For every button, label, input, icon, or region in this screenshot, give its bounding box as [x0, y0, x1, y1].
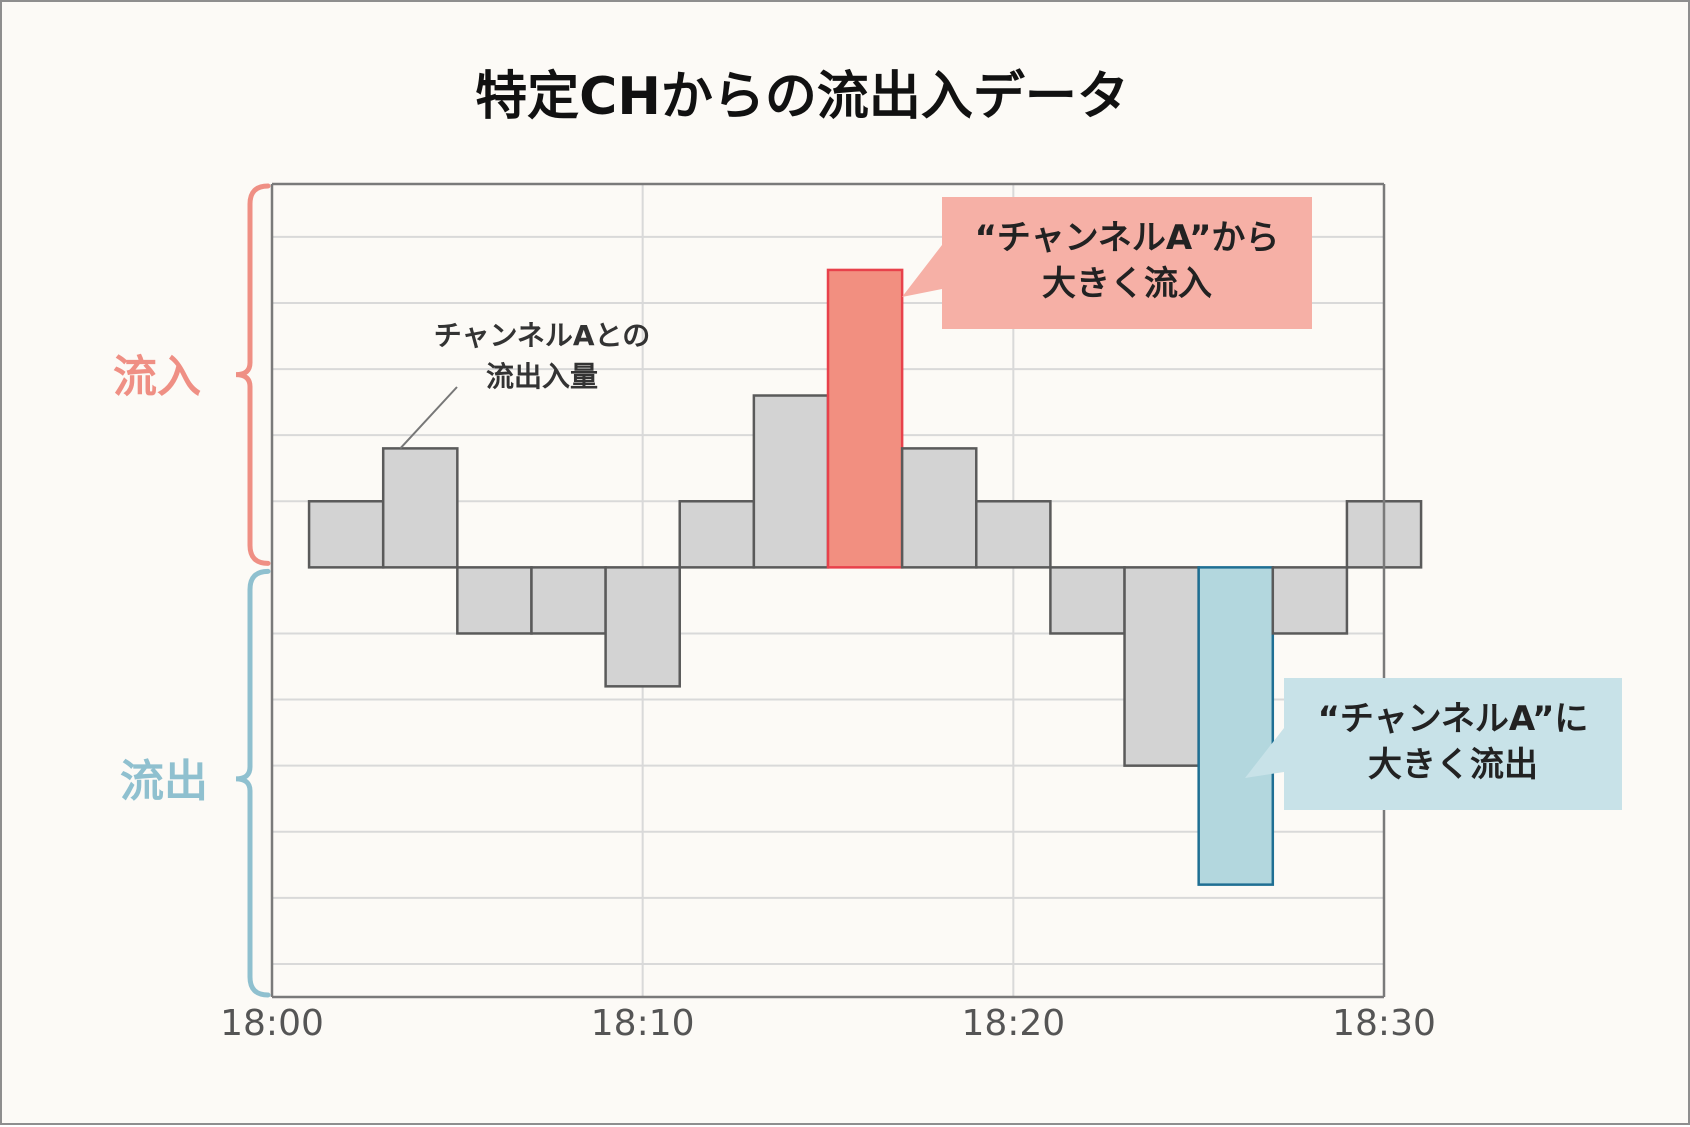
- bar-note-text: チャンネルAとの: [434, 319, 651, 352]
- x-tick-label: 18:20: [961, 1003, 1065, 1044]
- bar: [1123, 566, 1200, 767]
- inflow-callout-text: “チャンネルA”から: [975, 218, 1280, 258]
- y-label-inflow: 流入: [113, 352, 201, 403]
- bar: [456, 566, 533, 635]
- bars: [307, 268, 1423, 886]
- inflow-callout-box: [942, 197, 1312, 329]
- bar: [530, 566, 607, 635]
- outflow-callout-text: 大きく流出: [1368, 745, 1538, 785]
- bar: [900, 447, 978, 569]
- x-tick-label: 18:10: [591, 1003, 695, 1044]
- bar: [604, 566, 681, 688]
- outflow-callout-pointer: [1245, 728, 1284, 778]
- bar: [678, 500, 756, 569]
- x-tick-label: 18:00: [220, 1003, 324, 1044]
- outflow-callout-box: [1284, 678, 1622, 810]
- bar-highlight-inflow: [826, 268, 904, 569]
- inflow-callout-text: 大きく流入: [1042, 264, 1212, 304]
- x-tick-label: 18:30: [1332, 1003, 1436, 1044]
- inflow-callout-pointer: [902, 245, 942, 297]
- bar-highlight-outflow: [1197, 566, 1275, 886]
- y-label-outflow: 流出: [120, 756, 208, 807]
- bar: [381, 447, 459, 569]
- bar: [307, 500, 385, 569]
- bar-note-text: 流出入量: [486, 360, 598, 393]
- bar: [975, 500, 1052, 569]
- outflow-callout-text: “チャンネルA”に: [1318, 699, 1589, 739]
- outflow-brace: [235, 568, 271, 998]
- note-leader-line: [399, 386, 458, 450]
- bar: [1049, 566, 1126, 635]
- inflow-brace: [235, 183, 271, 566]
- bar: [1271, 566, 1349, 635]
- chart-title: 特定CHからの流出入データ: [475, 67, 1129, 127]
- bar: [752, 394, 830, 569]
